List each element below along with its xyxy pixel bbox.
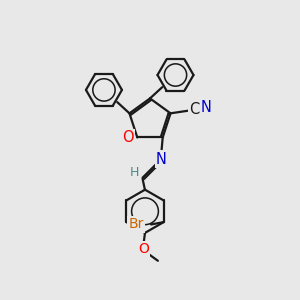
Text: O: O — [122, 130, 134, 145]
Text: N: N — [201, 100, 212, 116]
Text: O: O — [138, 242, 149, 256]
Text: N: N — [156, 152, 167, 166]
Text: C: C — [189, 102, 200, 117]
Text: H: H — [130, 166, 139, 179]
Text: Br: Br — [128, 218, 144, 232]
